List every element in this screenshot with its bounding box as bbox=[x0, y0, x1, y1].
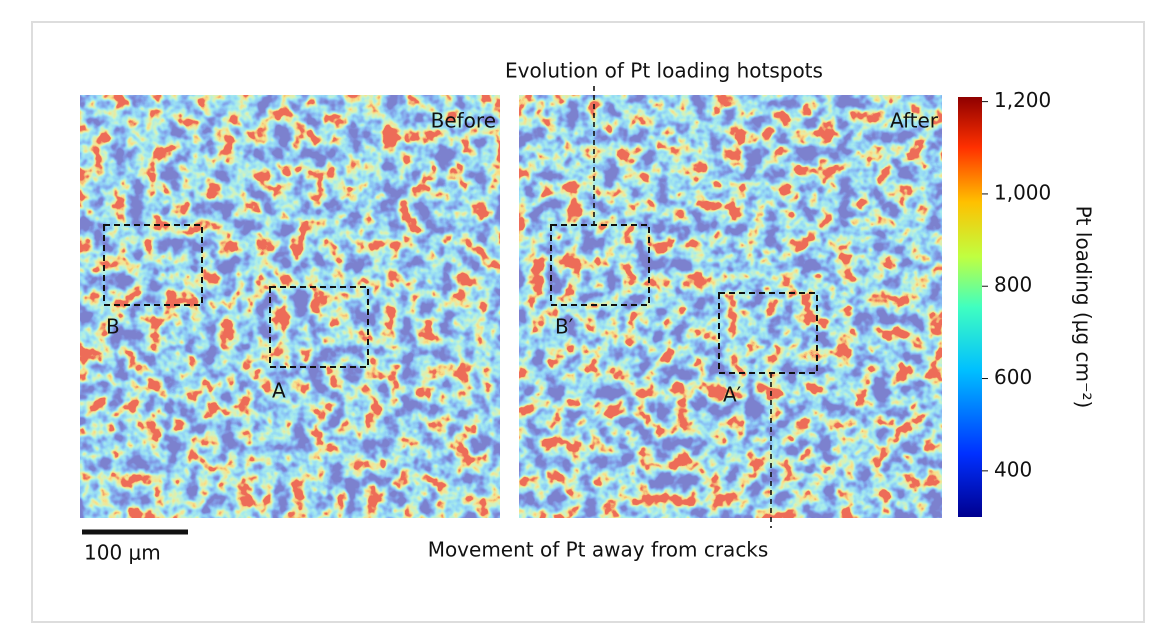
region-box bbox=[103, 224, 203, 306]
region-box bbox=[718, 292, 818, 374]
region-label: A bbox=[272, 379, 286, 403]
colorbar-ticks: 1,200 1,000 800 600 400 bbox=[982, 88, 1051, 481]
colorbar-tick-label: 400 bbox=[994, 457, 1032, 481]
heatmap-before bbox=[80, 95, 500, 518]
panel-label: After bbox=[890, 109, 939, 133]
region-label: B bbox=[106, 315, 120, 339]
region-box bbox=[550, 224, 650, 306]
region-label: B′ bbox=[555, 315, 574, 339]
region-box bbox=[269, 286, 369, 368]
colorbar-tick-label: 1,000 bbox=[994, 180, 1051, 204]
panel-label: Before bbox=[431, 109, 496, 133]
colorbar-tick-label: 800 bbox=[994, 273, 1032, 297]
region-label: A′ bbox=[723, 383, 742, 407]
colorbar-tick-label: 600 bbox=[994, 365, 1032, 389]
colorbar bbox=[958, 97, 982, 517]
scale-bar-label: 100 μm bbox=[84, 541, 161, 565]
colorbar-tick-label: 1,200 bbox=[994, 88, 1051, 112]
annotation: Movement of Pt away from cracks bbox=[428, 538, 769, 562]
annotation: Evolution of Pt loading hotspots bbox=[505, 59, 823, 83]
colorbar-label: Pt loading (μg cm⁻²) bbox=[1072, 206, 1096, 409]
heatmap-after bbox=[519, 95, 942, 518]
